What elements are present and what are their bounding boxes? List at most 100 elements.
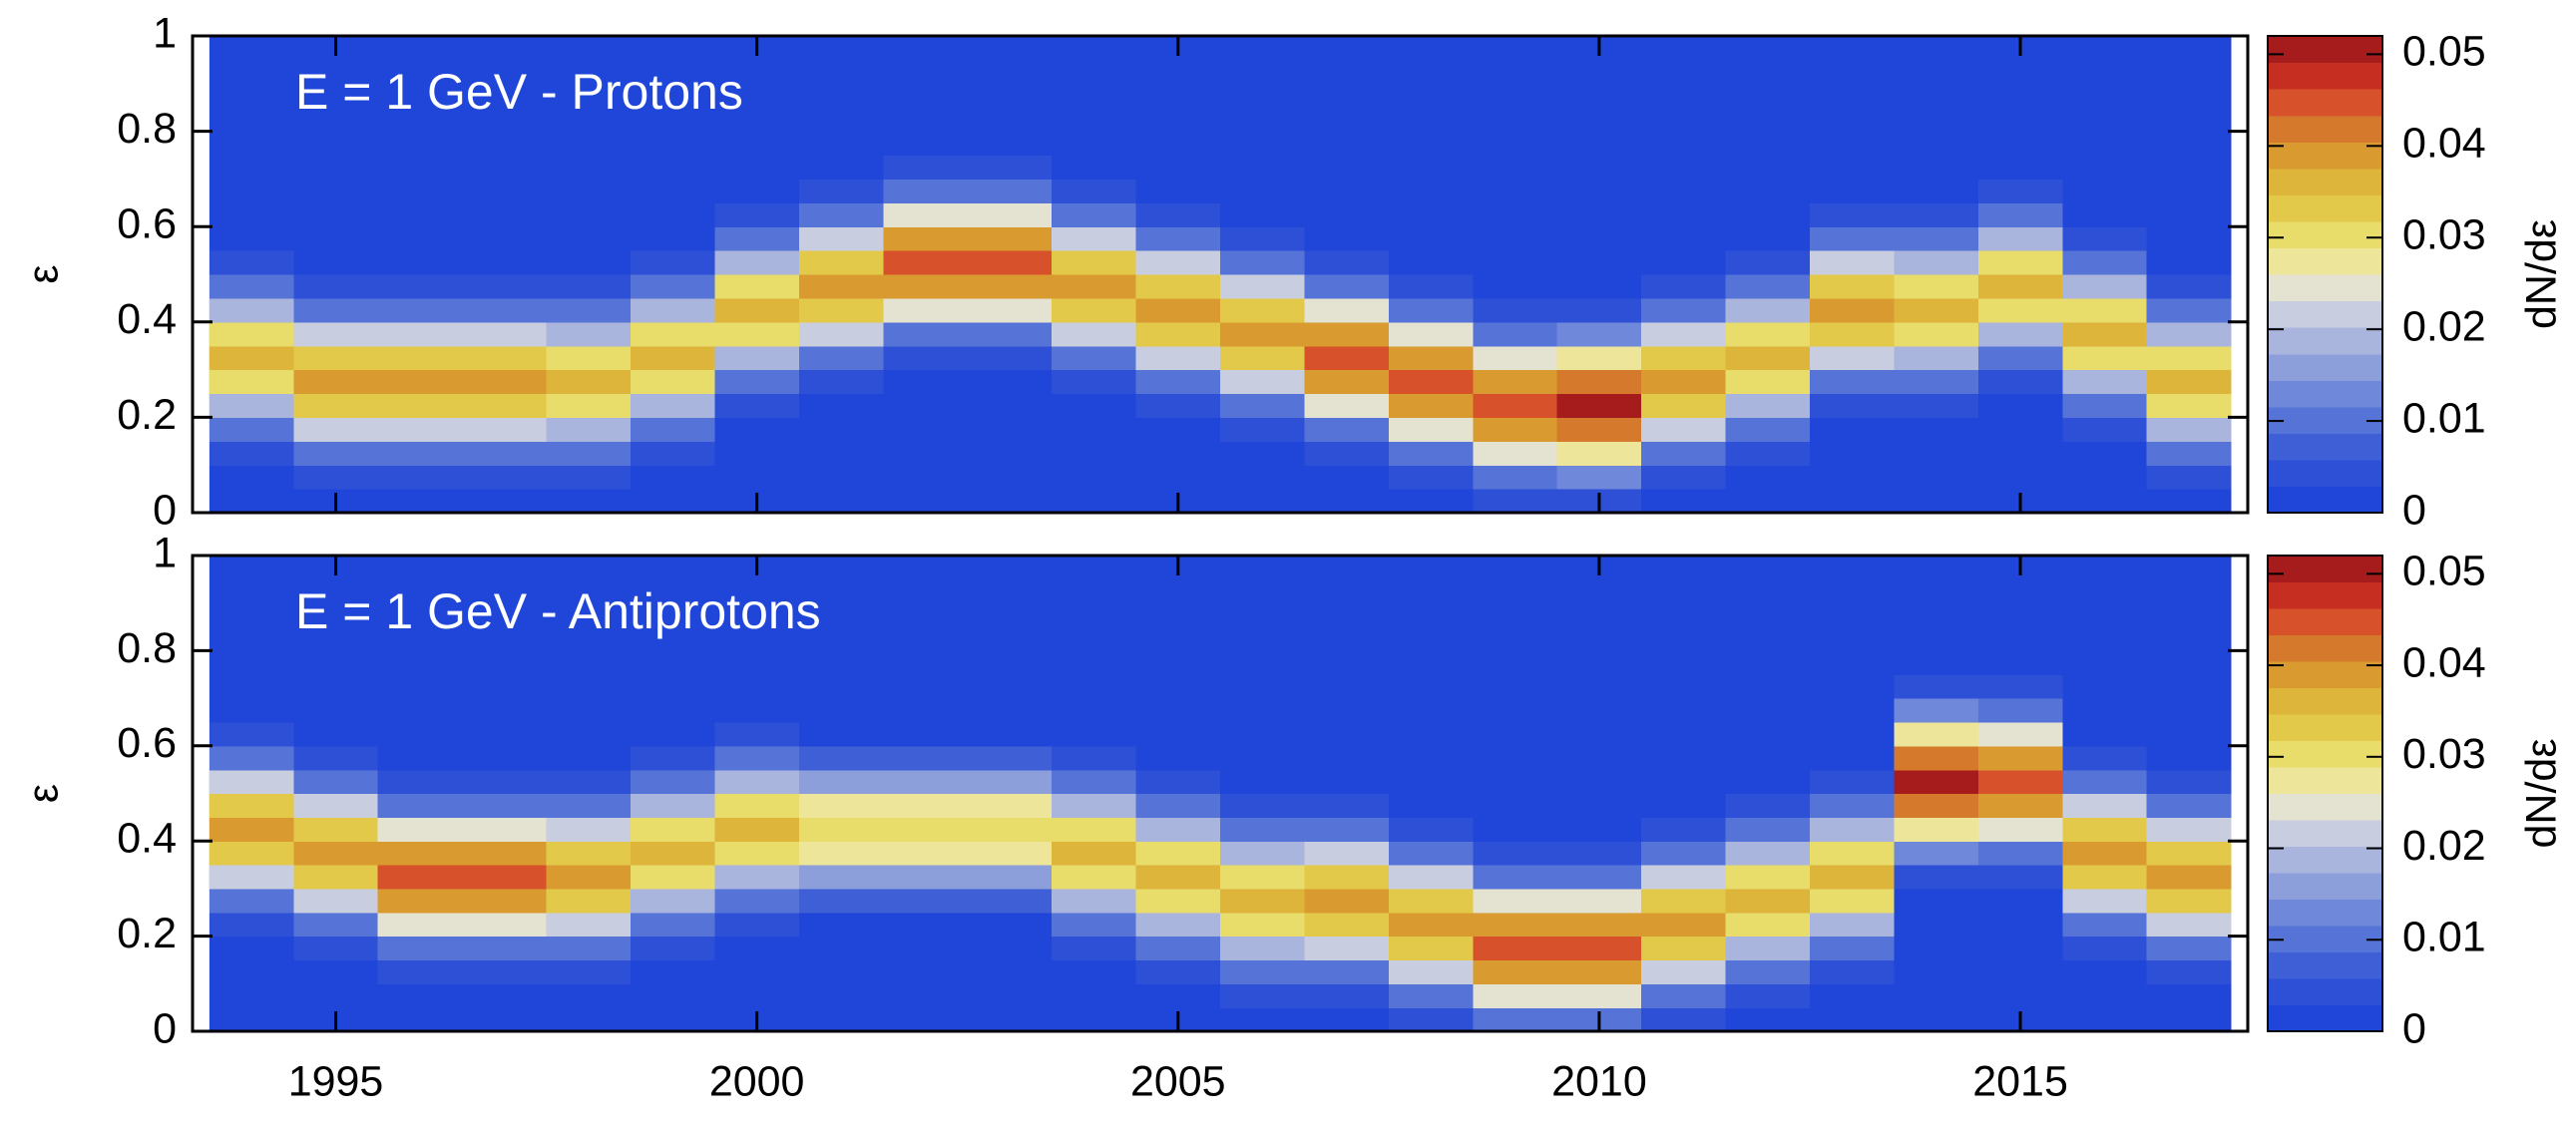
heatmap-cell (462, 297, 548, 323)
heatmap-cell (1809, 131, 1896, 157)
heatmap-cell (377, 602, 463, 628)
heatmap-cell (1052, 626, 1137, 651)
heatmap-cell (2146, 817, 2232, 842)
heatmap-cell (2062, 793, 2148, 818)
heatmap-cell (798, 393, 884, 418)
heatmap-cell (462, 578, 548, 604)
heatmap-cell (1135, 721, 1221, 747)
heatmap-cell (2062, 912, 2148, 938)
heatmap-cell (462, 226, 548, 251)
heatmap-cell (1052, 321, 1137, 347)
heatmap-cell (1220, 107, 1306, 133)
heatmap-cell (1220, 674, 1306, 699)
colorbar-band (2268, 846, 2382, 874)
heatmap-cell (1388, 83, 1474, 109)
heatmap-cell (1977, 769, 2063, 795)
heatmap-cell (1052, 59, 1137, 85)
heatmap-cell (1977, 250, 2063, 275)
heatmap-cell (1304, 489, 1390, 514)
heatmap-cell (714, 817, 800, 842)
heatmap-cell (293, 131, 379, 157)
heatmap-cell (377, 417, 463, 442)
heatmap-cell (1304, 698, 1390, 723)
heatmap-cell (967, 817, 1053, 842)
heatmap-cell (967, 131, 1053, 157)
heatmap-cell (2146, 393, 2232, 418)
heatmap-cell (1052, 274, 1137, 299)
heatmap-cell (1052, 155, 1137, 180)
heatmap-cell (462, 983, 548, 1008)
heatmap-cell (1725, 274, 1811, 299)
heatmap-cell (1052, 959, 1137, 984)
heatmap-cell (1641, 650, 1727, 675)
heatmap-cell (462, 793, 548, 818)
heatmap-cell (714, 369, 800, 395)
heatmap-cell (1388, 793, 1474, 818)
heatmap-cell (631, 441, 716, 466)
heatmap-cell (1809, 745, 1896, 771)
heatmap-cell (1052, 345, 1137, 371)
heatmap-cell (1052, 721, 1137, 747)
heatmap-cell (1135, 202, 1221, 227)
heatmap-cell (883, 865, 969, 890)
heatmap-cell (631, 936, 716, 961)
heatmap-cell (1556, 865, 1642, 890)
heatmap-cell (1304, 369, 1390, 395)
colorbar-frame (2267, 35, 2383, 514)
heatmap-cell (1725, 226, 1811, 251)
heatmap-cell (2146, 369, 2232, 395)
heatmap-cell (293, 865, 379, 890)
heatmap-cell (798, 626, 884, 651)
heatmap-cell (631, 155, 716, 180)
heatmap-cell (546, 441, 632, 466)
heatmap-cell (883, 393, 969, 418)
heatmap-cell (209, 274, 294, 299)
heatmap-cell (798, 131, 884, 157)
heatmap-cell (2062, 983, 2148, 1008)
heatmap-cell (1052, 226, 1137, 251)
heatmap-cell (1977, 626, 2063, 651)
heatmap-cell (462, 745, 548, 771)
heatmap-cell (714, 131, 800, 157)
heatmap-cell (1809, 865, 1896, 890)
heatmap-cell (714, 226, 800, 251)
y-tick-label: 0 (153, 486, 177, 534)
heatmap-cell (1641, 865, 1727, 890)
colorbar-band (2268, 634, 2382, 662)
heatmap-cell (1052, 698, 1137, 723)
heatmap-cell (1641, 274, 1727, 299)
heatmap-cell (1304, 888, 1390, 914)
heatmap-cell (967, 202, 1053, 227)
heatmap-cell (798, 674, 884, 699)
heatmap-cell (293, 674, 379, 699)
heatmap-cell (883, 297, 969, 323)
heatmap-cell (1473, 721, 1558, 747)
heatmap-cell (1556, 179, 1642, 203)
heatmap-cell (1556, 107, 1642, 133)
heatmap-cell (2146, 698, 2232, 723)
heatmap-cell (462, 602, 548, 628)
heatmap-cell (798, 59, 884, 85)
heatmap-cell (462, 1007, 548, 1032)
heatmap-cell (1641, 202, 1727, 227)
heatmap-cell (1473, 155, 1558, 180)
heatmap-cell (1304, 59, 1390, 85)
heatmap-cell (1052, 489, 1137, 514)
heatmap-cell (631, 83, 716, 109)
heatmap-cell (798, 274, 884, 299)
heatmap-cell (1977, 131, 2063, 157)
heatmap-cell (1556, 417, 1642, 442)
heatmap-cell (1809, 107, 1896, 133)
heatmap-cell (798, 489, 884, 514)
heatmap-cell (2146, 465, 2232, 490)
heatmap-cell (1220, 650, 1306, 675)
heatmap-cell (377, 793, 463, 818)
heatmap-cell (1220, 793, 1306, 818)
heatmap-cell (1388, 865, 1474, 890)
heatmap-cell (967, 107, 1053, 133)
heatmap-cell (2146, 983, 2232, 1008)
heatmap-cell (1894, 250, 1979, 275)
heatmap-cell (1894, 698, 1979, 723)
heatmap-cell (1220, 83, 1306, 109)
heatmap-cell (2062, 441, 2148, 466)
